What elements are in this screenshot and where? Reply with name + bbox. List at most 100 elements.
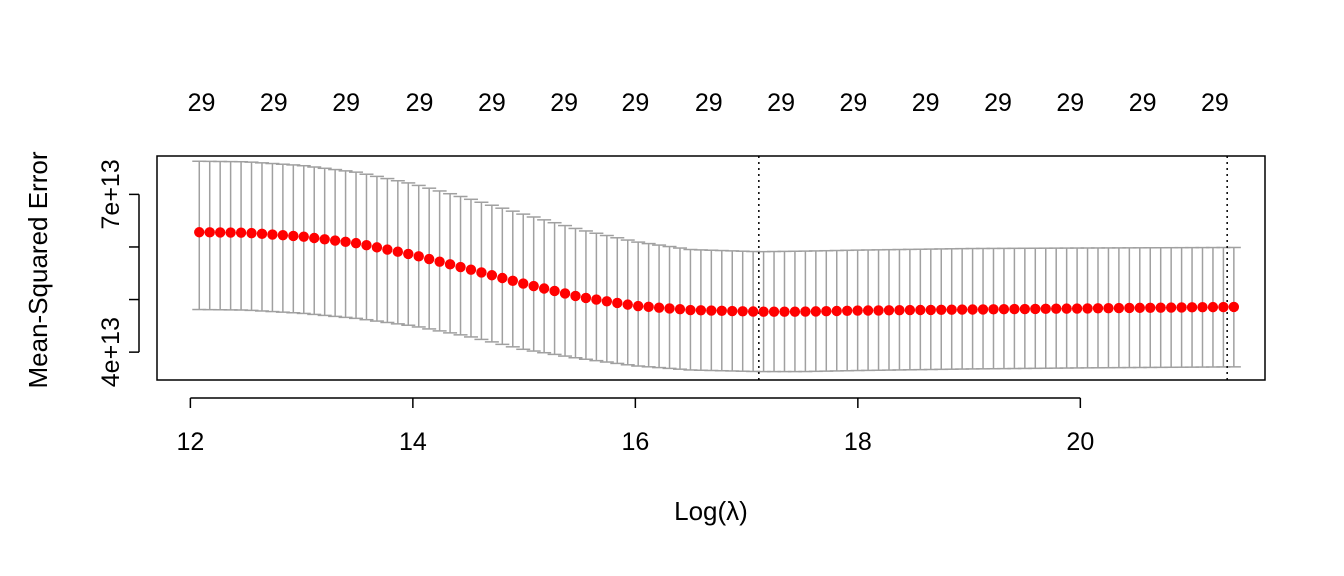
mean-point [831, 305, 842, 317]
mean-point [1040, 303, 1051, 315]
mean-point [988, 304, 999, 315]
mean-point [1134, 302, 1145, 314]
y-axis: 4e+13 7e+13 [97, 159, 140, 387]
mean-point [214, 227, 226, 238]
top-axis-label: 29 [406, 89, 434, 117]
mean-point [1061, 303, 1072, 314]
mean-point [915, 304, 926, 316]
mean-point [737, 306, 748, 317]
x-axis: 12 14 16 18 20 [176, 397, 1094, 456]
mean-point [1050, 303, 1062, 314]
x-tick-label: 14 [399, 428, 427, 456]
mean-point [507, 275, 518, 286]
mean-point [549, 285, 560, 297]
top-axis-label: 29 [1201, 89, 1229, 117]
mean-point [1124, 302, 1135, 314]
mean-point [685, 304, 696, 316]
mean-point [497, 272, 508, 284]
mean-point [204, 227, 215, 238]
mean-point [883, 305, 895, 316]
mean-point [528, 280, 539, 292]
mean-point [1165, 302, 1177, 313]
mean-point [967, 304, 978, 315]
mean-point [319, 234, 330, 245]
mean-point [601, 296, 613, 307]
mean-point [1218, 301, 1229, 313]
top-axis-label: 29 [984, 89, 1012, 117]
mean-point [1082, 303, 1093, 314]
mean-point [309, 232, 320, 244]
mean-point [1009, 303, 1020, 315]
mean-point [444, 259, 456, 270]
mean-point [580, 292, 592, 304]
mean-point [455, 261, 466, 273]
mean-point [946, 304, 957, 315]
mean-point [706, 305, 717, 316]
mean-point [977, 304, 989, 315]
mean-point [852, 305, 863, 316]
mean-point [476, 267, 487, 278]
mean-point [1176, 302, 1187, 313]
top-axis-label: 29 [550, 89, 578, 117]
mean-point [894, 304, 905, 316]
y-tick-label: 7e+13 [97, 159, 125, 229]
mean-point [841, 305, 853, 316]
mean-point [716, 305, 727, 316]
mean-point [873, 305, 884, 316]
y-tick-label: 4e+13 [97, 317, 125, 387]
top-axis-label: 29 [839, 89, 867, 117]
mean-point [1103, 302, 1114, 314]
lambda-reference-lines [758, 156, 1228, 380]
mean-point [998, 304, 1010, 315]
mean-point [570, 290, 581, 302]
x-tick-label: 20 [1066, 428, 1094, 456]
top-axis-label: 29 [332, 89, 360, 117]
mean-point [956, 304, 968, 315]
mean-points [194, 227, 1240, 317]
mean-point [246, 227, 257, 239]
mean-point [1155, 302, 1166, 313]
mean-point [612, 297, 623, 309]
mean-point [256, 228, 268, 240]
mean-point [1113, 302, 1125, 314]
mean-point [1030, 303, 1041, 315]
mean-point [329, 235, 341, 246]
top-axis-label: 29 [1056, 89, 1084, 117]
mean-point [1228, 301, 1240, 313]
y-axis-label: Mean-Squared Error [23, 151, 53, 388]
mean-point [518, 278, 529, 289]
top-axis-label: 29 [767, 89, 795, 117]
mean-point [653, 302, 665, 313]
mean-point [1207, 301, 1219, 313]
mean-point [862, 305, 874, 316]
mean-point [1019, 303, 1031, 315]
mean-point [1071, 303, 1083, 314]
mean-point [1197, 302, 1208, 313]
mean-point [267, 229, 278, 240]
mean-point [288, 230, 299, 242]
mean-point [758, 306, 769, 317]
mean-point [465, 264, 477, 275]
mean-point [361, 240, 372, 251]
mean-point [350, 237, 362, 249]
top-axis-label: 29 [695, 89, 723, 117]
mean-point [1092, 303, 1104, 314]
mean-point [235, 227, 247, 238]
mean-point [821, 305, 832, 317]
mean-point [382, 244, 393, 255]
top-axis-label: 29 [1129, 89, 1157, 117]
mean-point [591, 294, 602, 305]
mean-point [340, 236, 351, 248]
mean-point [695, 305, 707, 316]
mean-point [904, 304, 916, 316]
mean-point [779, 306, 790, 317]
error-bars [192, 160, 1241, 373]
x-tick-label: 12 [176, 428, 204, 456]
mean-point [434, 256, 445, 267]
mean-point [194, 227, 205, 238]
mean-point [664, 303, 675, 314]
x-axis-label: Log(λ) [674, 496, 748, 526]
mean-point [403, 248, 414, 260]
mean-point [747, 306, 759, 317]
